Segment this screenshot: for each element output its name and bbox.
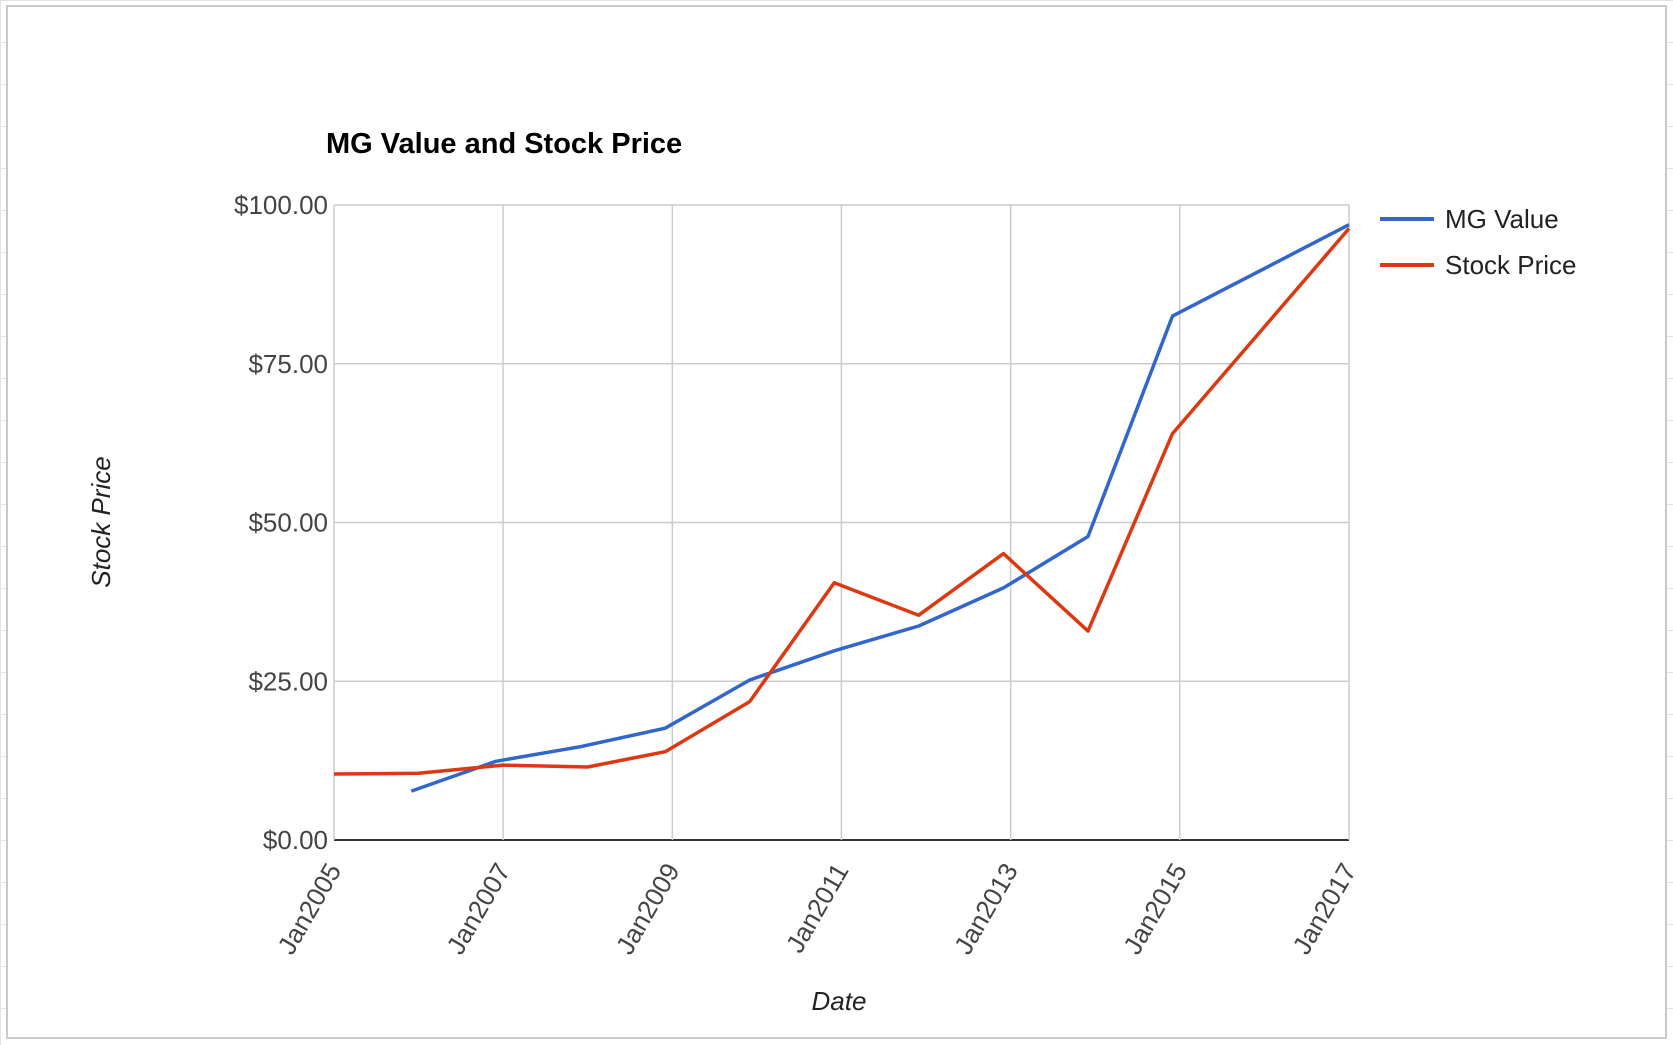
- y-tick-label: $100.00: [234, 190, 328, 220]
- series-lines: [333, 223, 1351, 793]
- x-tick-label: Jan2011: [780, 858, 855, 958]
- x-tick-label: Jan2007: [440, 858, 516, 959]
- x-axis-title: Date: [812, 986, 867, 1016]
- chart-title: MG Value and Stock Price: [326, 128, 682, 160]
- x-tick-label: Jan2015: [1117, 858, 1193, 959]
- legend[interactable]: MG Value Stock Price: [1380, 204, 1577, 280]
- x-tick-label: Jan2017: [1286, 858, 1362, 959]
- y-tick-label: $50.00: [248, 508, 328, 538]
- y-tick-label: $25.00: [248, 666, 328, 696]
- legend-label-mg-value: MG Value: [1445, 204, 1559, 234]
- y-axis-title: Stock Price: [86, 456, 116, 588]
- y-tick-label: $75.00: [248, 349, 328, 379]
- x-tick-label: Jan2013: [948, 858, 1024, 959]
- y-axis-ticks: $0.00 $25.00 $50.00 $75.00 $100.00: [234, 190, 328, 855]
- series-line-stock-price[interactable]: [333, 227, 1351, 776]
- x-tick-label: Jan2005: [271, 858, 347, 959]
- series-line-mg-value[interactable]: [410, 223, 1350, 793]
- y-tick-label: $0.00: [263, 825, 328, 855]
- legend-label-stock-price: Stock Price: [1445, 250, 1577, 280]
- x-axis-ticks: Jan2005 Jan2007 Jan2009 Jan2011 Jan2013 Jan20…: [271, 858, 1362, 959]
- gridlines: [333, 204, 1350, 841]
- x-tick-label: Jan2009: [610, 858, 686, 959]
